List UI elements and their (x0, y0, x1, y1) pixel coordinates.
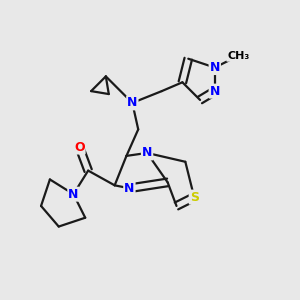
Text: S: S (190, 190, 199, 204)
Text: N: N (127, 96, 137, 110)
Text: O: O (74, 141, 85, 154)
Text: N: N (142, 146, 152, 159)
Text: N: N (68, 188, 79, 201)
Text: CH₃: CH₃ (227, 51, 250, 61)
Text: N: N (210, 85, 220, 98)
Text: N: N (124, 182, 135, 195)
Text: N: N (210, 61, 220, 74)
